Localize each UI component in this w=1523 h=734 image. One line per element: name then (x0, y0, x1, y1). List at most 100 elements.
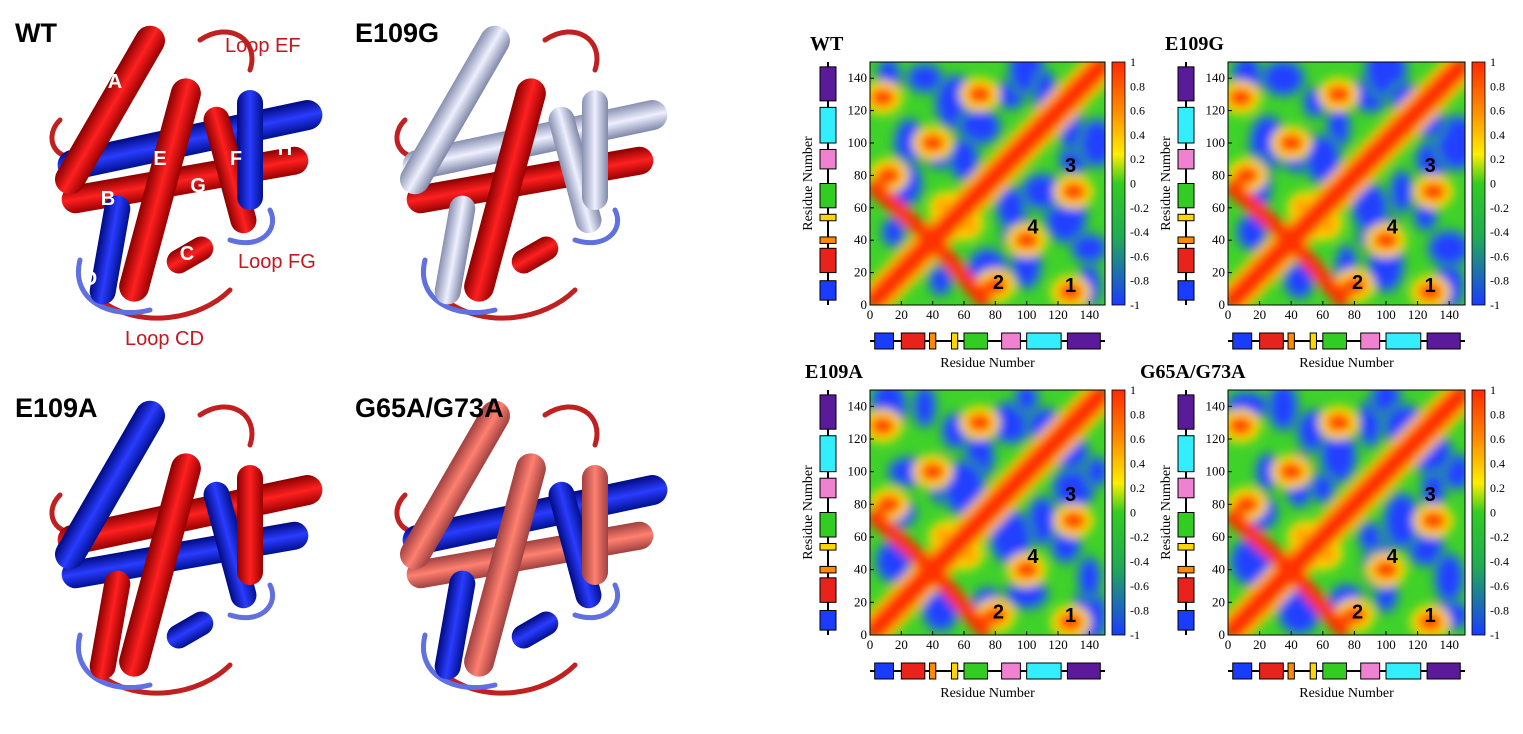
correlation-region (1014, 560, 1040, 580)
anticorrelation-region (877, 542, 910, 581)
anticorrelation-region (1423, 465, 1443, 511)
diagonal (870, 62, 1105, 305)
helix (166, 611, 214, 649)
colorbar-tick-label: 0.2 (1130, 481, 1145, 495)
domain-box (900, 332, 926, 350)
helix (582, 465, 608, 585)
domain-box (819, 610, 837, 631)
anticorrelation-region (992, 511, 1030, 563)
y-tick-label: 0 (861, 627, 868, 642)
anticorrelation-region (1354, 185, 1386, 230)
correlation-region (1373, 560, 1399, 580)
helix (89, 195, 131, 305)
domain-box (1177, 565, 1195, 574)
y-tick-label: 140 (848, 398, 868, 413)
anticorrelation-region (896, 121, 922, 165)
heatmap-texture (870, 62, 1105, 305)
colorbar-tick-label: -0.6 (1490, 579, 1509, 593)
domain-box (950, 662, 959, 680)
anticorrelation-region (1360, 524, 1380, 550)
domain-box (1177, 477, 1195, 499)
y-tick-label: 60 (1212, 529, 1225, 544)
y-tick-label: 120 (848, 103, 868, 118)
correlation-region (1228, 416, 1254, 436)
helix-label: H (278, 138, 292, 160)
x-tick-label: 20 (1253, 307, 1266, 322)
helix (464, 453, 546, 677)
x-axis-label: Residue Number (1299, 356, 1394, 371)
x-axis-label: Residue Number (940, 686, 1035, 701)
correlation-region (1373, 230, 1399, 250)
helix-label: C (180, 243, 194, 265)
domain-box (950, 332, 959, 350)
correlation-region (876, 166, 902, 185)
anticorrelation-region (1313, 475, 1333, 501)
domain-box (1360, 332, 1381, 350)
anticorrelation-region (1081, 121, 1105, 165)
y-tick-label: 120 (848, 431, 868, 446)
domain-box (819, 477, 837, 499)
colorbar-tick-label: 0 (1490, 506, 1496, 520)
colorbar-tick-label: 0 (1130, 177, 1136, 191)
anticorrelation-region (1054, 469, 1093, 507)
region-label: 4 (1387, 546, 1399, 568)
diagonal (1228, 390, 1465, 635)
anticorrelation-region (1079, 559, 1099, 597)
y-tick-label: 60 (1212, 200, 1225, 215)
x-tick-label: 120 (1408, 637, 1428, 652)
domain-box (1287, 332, 1295, 350)
region-label: 1 (1425, 605, 1436, 627)
region-label: 1 (1425, 275, 1436, 297)
structure-label: E109A (15, 393, 98, 423)
colorbar-tick-label: -0.2 (1130, 530, 1149, 544)
correlation-region (1420, 182, 1447, 202)
x-tick-label: 100 (1376, 637, 1396, 652)
colorbar-tick-label: -0.8 (1490, 274, 1509, 288)
loop (421, 207, 621, 316)
domain-box (1322, 332, 1348, 350)
y-tick-label: 80 (854, 496, 867, 511)
heatmap-texture (870, 390, 1105, 635)
region-label: 3 (1065, 155, 1076, 177)
loop (76, 207, 276, 316)
anticorrelation-region (1307, 137, 1339, 182)
domain-box (929, 662, 937, 680)
region-label: 2 (1352, 602, 1363, 624)
domain-box (1309, 332, 1317, 350)
correlation-region (1420, 511, 1447, 531)
correlation-region (1058, 612, 1084, 632)
y-tick-label: 60 (854, 529, 867, 544)
map-frame (869, 61, 1106, 306)
x-tick-label: 120 (1048, 637, 1068, 652)
x-tick-label: 0 (1225, 307, 1232, 322)
y-axis-label: Residue Number (801, 136, 816, 231)
helix (166, 236, 214, 274)
domain-box (1177, 610, 1195, 631)
x-tick-label: 120 (1408, 307, 1428, 322)
helix (511, 611, 559, 649)
colorbar-tick-label: -1 (1130, 628, 1140, 642)
y-tick-label: 140 (848, 70, 868, 85)
anticorrelation-region (1436, 555, 1462, 600)
domain-box (929, 332, 937, 350)
colorbar-tick-label: 0 (1130, 506, 1136, 520)
colorbar (1111, 389, 1126, 636)
helix-label: F (230, 148, 242, 170)
region-label: 4 (1027, 546, 1039, 568)
y-axis-label: Residue Number (801, 465, 816, 560)
helix-label: E (153, 148, 166, 170)
panel-title: E109G (1165, 33, 1224, 55)
anticorrelation-region (1322, 430, 1355, 481)
loop (421, 582, 621, 691)
anticorrelation-region (1392, 172, 1412, 211)
domain-box (1177, 577, 1195, 603)
correlation-region (1278, 462, 1304, 482)
correlation-region (1061, 511, 1087, 531)
correlation-region (870, 416, 896, 436)
domain-box (819, 247, 837, 274)
domain-box (1259, 662, 1284, 680)
correlation-region (982, 606, 1008, 625)
colorbar-tick-label: -1 (1130, 298, 1140, 312)
x-tick-label: 80 (1348, 637, 1361, 652)
colorbar-tick-label: 0 (1490, 177, 1496, 191)
